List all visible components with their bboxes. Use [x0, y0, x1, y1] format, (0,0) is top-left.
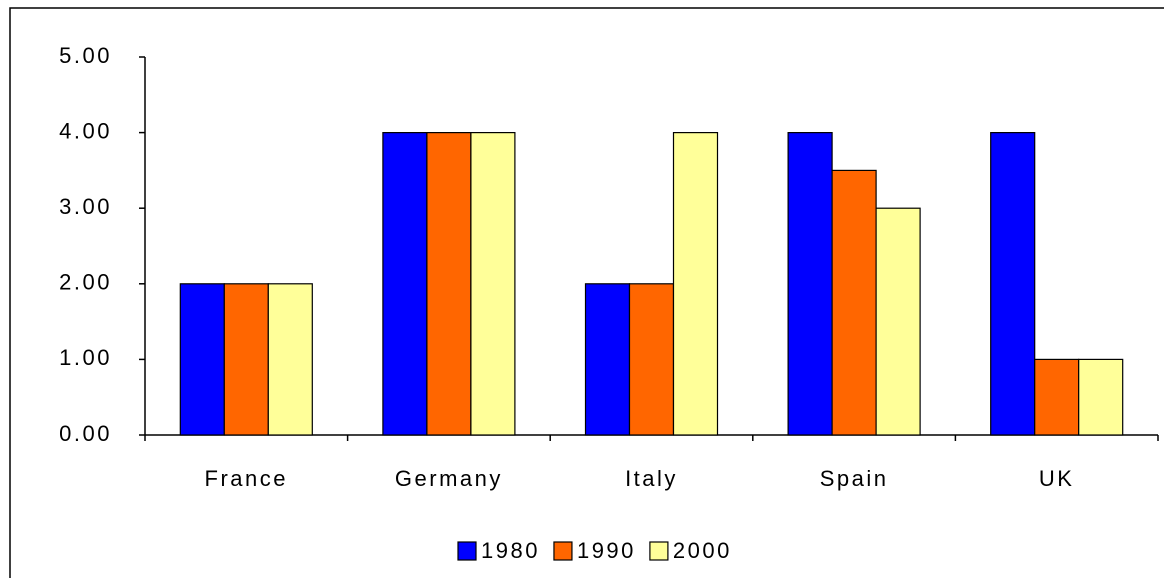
y-tick-label: 5.00	[59, 43, 112, 68]
bar	[1078, 358, 1124, 436]
y-tick-label: 4.00	[59, 118, 112, 143]
bar	[831, 169, 877, 436]
legend-label: 1990	[577, 538, 636, 563]
bar	[179, 283, 225, 436]
legend-swatch	[553, 541, 573, 561]
x-tick-label: Germany	[395, 466, 503, 491]
x-tick-label: France	[205, 466, 288, 491]
y-tick-label: 0.00	[59, 421, 112, 446]
bar	[875, 207, 921, 436]
y-tick-label: 1.00	[59, 345, 112, 370]
bar	[584, 283, 631, 436]
x-tick-label: Spain	[820, 466, 889, 491]
x-tick-label: Italy	[625, 466, 678, 491]
legend-swatch	[649, 541, 669, 561]
bar	[787, 132, 833, 436]
y-tick-label: 3.00	[59, 194, 112, 219]
legend-label: 2000	[673, 538, 732, 563]
legend-label: 1980	[481, 538, 540, 563]
bar	[223, 283, 269, 436]
legend-swatch	[457, 541, 477, 561]
bar	[426, 132, 472, 436]
y-tick-label: 2.00	[59, 270, 112, 295]
bar	[382, 132, 428, 436]
x-tick-label: UK	[1039, 466, 1075, 491]
bar	[628, 283, 675, 436]
bar	[1034, 358, 1080, 436]
bar	[672, 132, 719, 436]
bar	[990, 132, 1036, 436]
bar	[267, 283, 313, 436]
bar	[470, 132, 516, 436]
